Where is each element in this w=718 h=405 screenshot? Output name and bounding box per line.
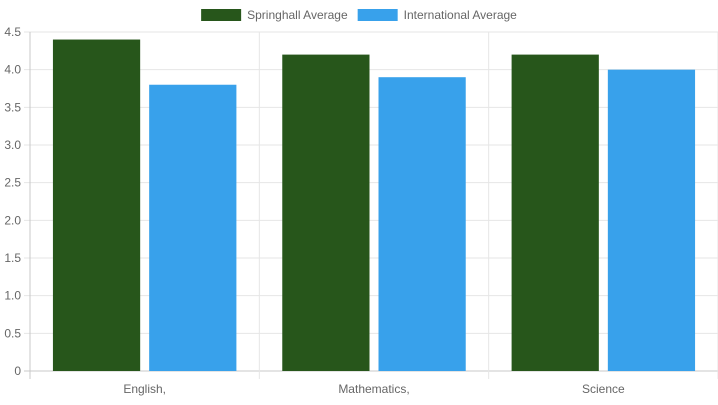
bar-international-average-2[interactable] <box>607 69 696 372</box>
legend-swatch <box>357 9 398 21</box>
x-tick-label: Mathematics, <box>338 382 409 396</box>
bar-springhall-average-1[interactable] <box>282 54 370 371</box>
legend-label[interactable]: Springhall Average <box>247 8 348 22</box>
y-tick-label: 2.0 <box>4 213 21 227</box>
y-tick-label: 1.0 <box>4 289 21 303</box>
y-tick-label: 4.0 <box>4 63 21 77</box>
x-tick-label: English, <box>123 382 166 396</box>
legend-swatch <box>201 9 242 21</box>
legend: Springhall Average International Average <box>201 8 517 22</box>
y-tick-label: 0 <box>14 364 21 378</box>
bar-international-average-0[interactable] <box>149 84 237 371</box>
y-axis: 0 0.5 1.0 1.5 2.0 2.5 3.0 3.5 4.0 4.5 <box>4 25 21 378</box>
bar-international-average-1[interactable] <box>378 77 466 371</box>
bars <box>52 39 696 372</box>
y-tick-label: 2.5 <box>4 176 21 190</box>
x-axis: English, Mathematics, Science <box>123 382 625 396</box>
y-tick-label: 0.5 <box>4 326 21 340</box>
y-tick-label: 1.5 <box>4 251 21 265</box>
y-tick-label: 4.5 <box>4 25 21 39</box>
y-tick-label: 3.0 <box>4 138 21 152</box>
y-tick-label: 3.5 <box>4 100 21 114</box>
x-tick-label: Science <box>582 382 625 396</box>
bar-springhall-average-0[interactable] <box>52 39 141 372</box>
bar-springhall-average-2[interactable] <box>511 54 599 371</box>
legend-label[interactable]: International Average <box>404 8 518 22</box>
